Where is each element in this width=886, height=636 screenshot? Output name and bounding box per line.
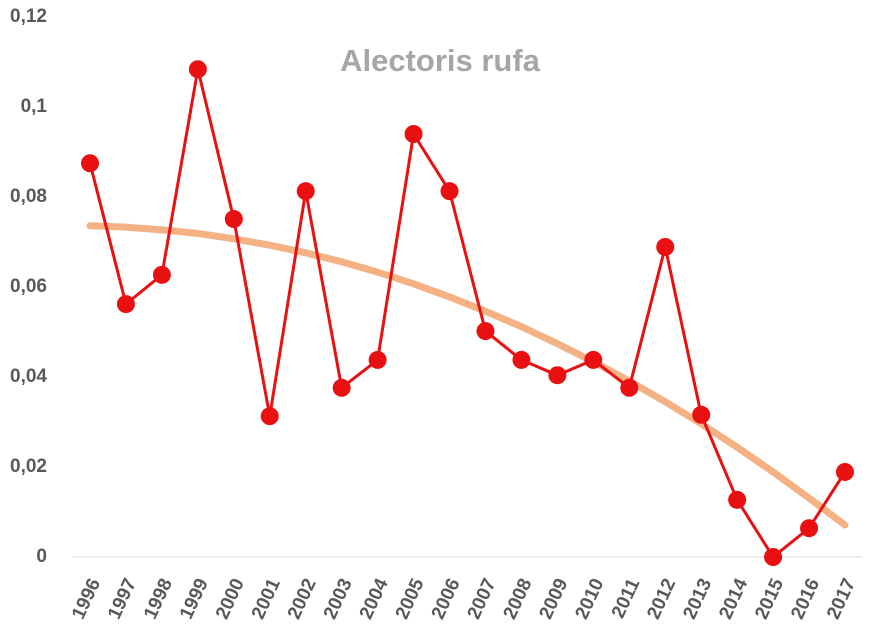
- x-tick-label: 2017: [823, 575, 860, 622]
- y-tick-label: 0,06: [10, 276, 47, 297]
- data-point: [584, 350, 603, 369]
- y-tick-label: 0,12: [10, 6, 47, 27]
- data-point: [332, 378, 351, 397]
- data-point: [548, 366, 567, 385]
- data-point: [836, 462, 854, 481]
- x-tick-label: 2003: [320, 575, 357, 622]
- y-tick-label: 0,04: [10, 366, 47, 387]
- x-tick-label: 2009: [536, 575, 573, 622]
- x-tick-label: 2014: [715, 575, 752, 623]
- y-tick-label: 0,02: [10, 456, 47, 477]
- x-tick-label: 2008: [500, 575, 537, 622]
- y-tick-label: 0,08: [10, 186, 47, 207]
- data-point: [692, 405, 711, 424]
- x-tick-label: 2010: [572, 575, 609, 622]
- x-tick-label: 2001: [248, 575, 285, 623]
- x-tick-label: 1996: [68, 575, 105, 622]
- data-point: [764, 548, 783, 566]
- x-tick-label: 2015: [751, 575, 788, 623]
- x-tick-label: 1997: [104, 575, 141, 622]
- x-tick-label: 1999: [176, 575, 213, 622]
- x-tick-label: 2000: [212, 575, 249, 622]
- x-tick-label: 2002: [284, 575, 321, 622]
- data-point: [296, 182, 315, 201]
- data-point: [224, 210, 243, 229]
- data-point: [440, 182, 459, 201]
- x-tick-label: 1998: [140, 575, 177, 622]
- data-point: [656, 237, 675, 256]
- y-tick-label: 0: [36, 546, 47, 567]
- x-tick-label: 2006: [428, 575, 465, 622]
- data-point: [81, 154, 99, 173]
- y-tick-label: 0,1: [21, 96, 48, 117]
- data-point: [512, 350, 531, 369]
- data-point: [368, 350, 387, 369]
- data-point: [800, 519, 819, 538]
- data-point: [404, 125, 423, 143]
- trend-line: [86, 222, 849, 529]
- x-tick-label: 2011: [608, 575, 645, 622]
- data-point: [188, 60, 207, 79]
- data-point: [476, 322, 495, 341]
- data-point: [116, 295, 135, 314]
- x-tick-label: 2016: [787, 575, 824, 622]
- x-tick-label: 2007: [464, 575, 501, 622]
- x-tick-label: 2013: [679, 575, 716, 622]
- data-point: [620, 378, 639, 397]
- x-tick-label: 2012: [643, 575, 680, 622]
- x-tick-label: 2005: [392, 575, 429, 623]
- data-line: [88, 67, 847, 559]
- data-point: [152, 265, 171, 284]
- data-point: [260, 407, 279, 426]
- data-point: [728, 490, 747, 509]
- x-tick-label: 2004: [356, 575, 393, 623]
- chart-title: Alectoris rufa: [340, 43, 541, 78]
